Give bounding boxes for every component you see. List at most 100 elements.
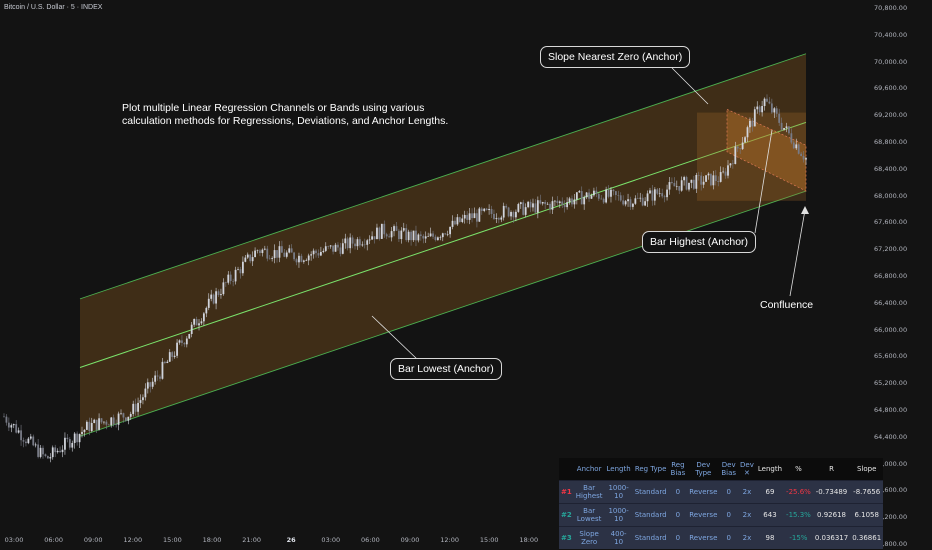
time-tick: 18:00	[202, 536, 222, 544]
candle-body	[519, 202, 522, 205]
candle-body	[256, 250, 259, 252]
candle-body	[588, 192, 590, 199]
candle-body	[756, 106, 759, 110]
candle-body	[685, 177, 688, 190]
candle-body	[59, 450, 61, 453]
candle-body	[544, 201, 547, 205]
candle-body	[178, 340, 181, 343]
candle-body	[512, 212, 515, 218]
table-cell-length: 1000-10	[604, 480, 633, 504]
price-tick: 66,000.00	[874, 325, 908, 334]
candle-body	[195, 319, 198, 326]
candle-body	[103, 421, 105, 423]
table-cell-reg-bias: 0	[668, 503, 688, 527]
candle-body	[244, 257, 247, 262]
candle-body	[678, 186, 681, 191]
candle-body	[593, 190, 595, 196]
table-header-cell: %	[784, 458, 813, 481]
candle-body	[64, 437, 66, 450]
candle-body	[222, 282, 225, 295]
candle-body	[339, 247, 342, 254]
candle-body	[319, 251, 322, 256]
candle-body	[46, 456, 49, 459]
candle-body	[395, 226, 398, 231]
candle-body	[493, 213, 495, 220]
candle-body	[634, 198, 637, 204]
candle-body	[107, 424, 110, 426]
price-chart[interactable]	[0, 0, 866, 550]
candle-body	[688, 182, 690, 190]
candle-body	[68, 439, 71, 448]
candle-body	[129, 413, 132, 417]
candle-body	[590, 195, 593, 199]
candle-body	[568, 198, 571, 203]
candle-body	[122, 413, 125, 418]
candle-body	[502, 205, 505, 218]
candle-body	[600, 198, 603, 200]
callout-pointer-slope	[671, 67, 709, 105]
candle-body	[800, 153, 803, 157]
candle-body	[500, 217, 503, 220]
candle-body	[683, 177, 686, 181]
candle-body	[212, 294, 215, 304]
candle-body	[675, 186, 678, 187]
candle-body	[61, 449, 64, 453]
candle-body	[73, 433, 76, 443]
candle-body	[424, 236, 427, 239]
candle-body	[134, 403, 137, 412]
price-tick: 67,600.00	[874, 218, 908, 227]
candle-body	[263, 248, 266, 250]
candle-body	[298, 255, 300, 263]
candle-body	[646, 193, 649, 202]
candle-body	[359, 239, 361, 246]
price-axis[interactable]: 70,800.00 70,400.00 70,000.00 69,600.00 69,2…	[866, 0, 932, 550]
candle-body	[144, 388, 147, 398]
candle-body	[622, 200, 625, 205]
candle-body	[241, 261, 244, 274]
candle-body	[322, 250, 325, 252]
time-tick: 15:00	[479, 536, 499, 544]
candle-body	[154, 375, 157, 382]
candle-body	[227, 274, 230, 283]
candle-body	[66, 437, 69, 440]
candle-body	[744, 137, 746, 143]
candle-body	[161, 361, 164, 379]
channel-upper-line	[79, 53, 807, 300]
candle-body	[385, 234, 388, 237]
candle-body	[790, 133, 793, 143]
channel-mid-line	[79, 121, 807, 368]
candle-body	[549, 203, 551, 210]
candle-body	[388, 236, 391, 238]
candle-body	[529, 201, 532, 208]
candle-body	[254, 250, 256, 258]
candle-body	[788, 126, 790, 134]
candle-body	[215, 291, 217, 304]
candle-body	[312, 250, 315, 255]
table-cell-dev-type: Reverse	[687, 503, 720, 527]
candle-body	[644, 201, 647, 206]
table-header-cell: Dev Type	[687, 458, 720, 481]
candle-body	[98, 418, 100, 430]
candle-body	[614, 191, 617, 196]
candle-body	[651, 190, 654, 201]
candle-body	[454, 220, 456, 225]
candle-body	[171, 352, 174, 357]
candle-body	[246, 254, 249, 258]
table-header-cell	[559, 458, 574, 481]
table-cell-length: 1000-10	[604, 503, 633, 527]
candle-body	[534, 203, 537, 213]
candle-body	[415, 230, 417, 241]
candle-body	[200, 321, 203, 324]
candle-body	[76, 433, 79, 443]
candle-body	[434, 236, 437, 241]
callout-bar-highest: Bar Highest (Anchor)	[642, 231, 757, 253]
candle-body	[220, 294, 222, 296]
table-header-cell: Anchor	[573, 458, 605, 481]
candle-body	[449, 226, 451, 235]
table-cell-slope: 0.36861	[850, 526, 884, 549]
price-tick: 65,200.00	[874, 379, 908, 388]
candle-body	[605, 189, 608, 203]
candle-body	[802, 156, 805, 160]
table-cell-reg-bias: 0	[668, 526, 688, 549]
